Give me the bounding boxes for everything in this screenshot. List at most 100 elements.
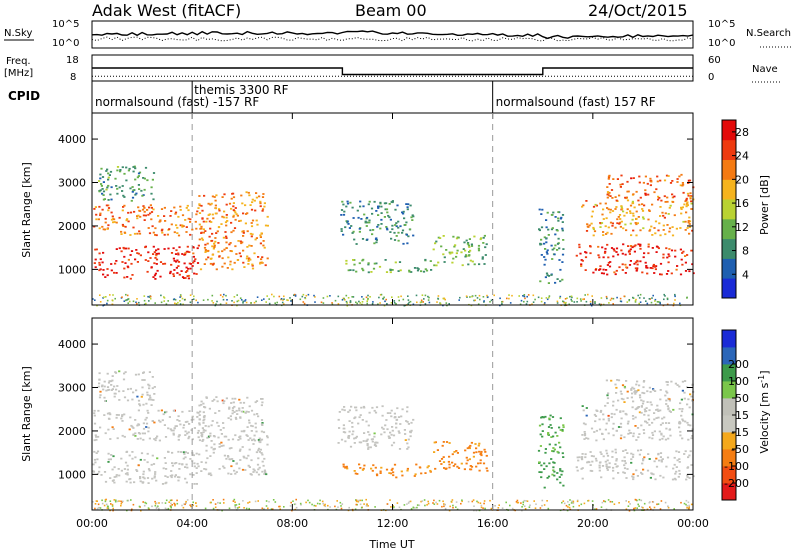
scatter-cell (584, 251, 587, 253)
scatter-cell (158, 502, 160, 504)
scatter-cell (242, 500, 244, 502)
scatter-cell (129, 254, 132, 256)
scatter-cell (619, 410, 622, 413)
scatter-cell (347, 437, 350, 439)
scatter-cell (142, 476, 145, 479)
scatter-cell (427, 502, 430, 505)
scatter-cell (337, 418, 340, 421)
y-tick-label: 2000 (58, 425, 86, 438)
scatter-cell (153, 421, 156, 424)
scatter-cell (660, 273, 663, 276)
scatter-cell (147, 482, 150, 484)
scatter-cell (414, 473, 417, 476)
scatter-cell (294, 503, 297, 505)
scatter-cell (154, 439, 157, 442)
scatter-cell (204, 429, 207, 432)
scatter-cell (542, 416, 545, 419)
scatter-cell (177, 438, 180, 441)
scatter-cell (396, 204, 399, 207)
scatter-cell (182, 451, 185, 454)
scatter-cell (111, 426, 114, 429)
scatter-cell (642, 256, 645, 259)
scatter-cell (394, 416, 397, 418)
scatter-cell (138, 209, 141, 212)
scatter-cell (526, 300, 529, 303)
scatter-cell (576, 499, 579, 502)
scatter-cell (458, 299, 460, 301)
scatter-cell (362, 440, 365, 442)
scatter-cell (205, 250, 208, 252)
colorbar-swatch (722, 483, 736, 501)
scatter-cell (247, 263, 250, 265)
scatter-cell (557, 219, 560, 222)
scatter-cell (210, 202, 213, 205)
x-tick-label: 00:00 (76, 517, 108, 530)
scatter-cell (113, 392, 116, 395)
scatter-cell (605, 463, 608, 466)
scatter-cell (139, 215, 142, 218)
scatter-cell (412, 418, 415, 421)
scatter-cell (324, 505, 327, 508)
scatter-cell (630, 396, 633, 399)
scatter-cell (137, 432, 141, 434)
scatter-cell (323, 504, 326, 507)
scatter-cell (592, 226, 595, 229)
scatter-cell (680, 398, 683, 401)
scatter-cell (541, 423, 544, 426)
scatter-cell (234, 207, 237, 209)
scatter-cell (685, 478, 688, 481)
colorbar-swatch (722, 218, 736, 240)
scatter-cell (556, 243, 560, 245)
scatter-cell (313, 504, 316, 507)
scatter-cell (382, 298, 385, 300)
scatter-cell (107, 199, 110, 201)
scatter-cell (242, 249, 245, 252)
scatter-cell (546, 249, 549, 252)
scatter-cell (261, 299, 263, 301)
scatter-cell (402, 212, 405, 215)
scatter-cell (132, 226, 135, 229)
scatter-cell (546, 274, 549, 277)
scatter-cell (665, 403, 668, 405)
scatter-cell (367, 431, 370, 433)
scatter-cell (94, 503, 97, 505)
scatter-cell (533, 500, 535, 502)
scatter-cell (632, 214, 635, 217)
scatter-cell (460, 502, 462, 505)
scatter-cell (552, 469, 555, 472)
scatter-cell (241, 202, 244, 205)
scatter-cell (667, 397, 670, 400)
scatter-cell (110, 389, 113, 391)
scatter-cell (433, 451, 436, 453)
scatter-cell (182, 457, 185, 460)
scatter-cell (157, 248, 160, 251)
scatter-cell (221, 257, 224, 260)
scatter-cell (679, 402, 682, 405)
scatter-cell (365, 505, 368, 507)
scatter-cell (126, 464, 129, 467)
scatter-cell (209, 455, 212, 457)
scatter-cell (152, 253, 155, 255)
scatter-cell (175, 303, 178, 305)
scatter-cell (442, 235, 445, 237)
scatter-cell (153, 386, 156, 388)
scatter-cell (406, 410, 409, 413)
scatter-cell (614, 226, 617, 229)
scatter-cell (646, 421, 649, 424)
scatter-cell (101, 502, 104, 505)
scatter-cell (108, 418, 111, 420)
scatter-cell (167, 247, 170, 250)
scatter-cell (260, 452, 263, 454)
scatter-cell (213, 196, 216, 198)
scatter-cell (368, 221, 371, 224)
scatter-cell (657, 410, 660, 412)
scatter-cell (666, 383, 669, 386)
scatter-cell (362, 298, 365, 300)
scatter-cell (609, 195, 612, 197)
scatter-cell (421, 500, 424, 502)
scatter-cell (203, 418, 206, 421)
scatter-cell (248, 194, 251, 197)
scatter-cell (225, 294, 227, 297)
scatter-cell (642, 217, 645, 220)
scatter-cell (226, 220, 229, 222)
